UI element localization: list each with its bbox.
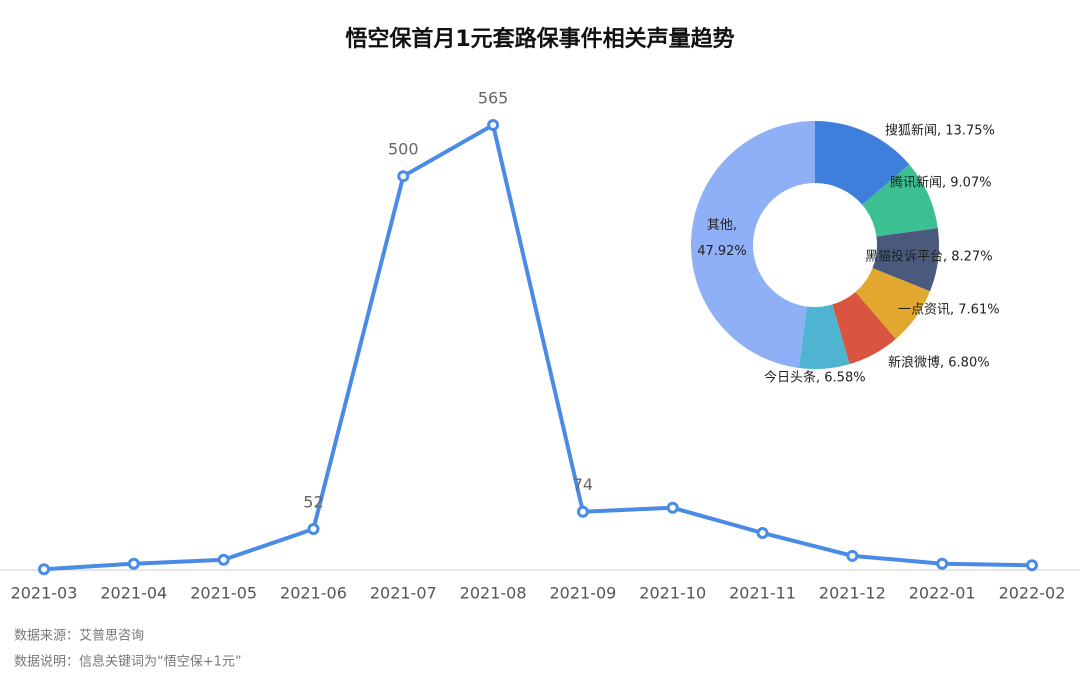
x-tick-label: 2021-06 xyxy=(280,584,347,603)
pie-slice xyxy=(855,268,931,340)
x-tick-label: 2022-01 xyxy=(909,584,976,603)
pie-label: 搜狐新闻, 13.75% xyxy=(885,123,995,139)
pie-slice xyxy=(862,164,938,237)
data-label: 500 xyxy=(388,140,419,159)
x-tick-label: 2021-12 xyxy=(819,584,886,603)
point xyxy=(666,501,679,514)
x-tick-label: 2021-11 xyxy=(729,584,796,603)
x-tick-label: 2021-04 xyxy=(100,584,167,603)
line xyxy=(43,123,1033,572)
x-tick-label: 2021-10 xyxy=(639,584,706,603)
x-tick-label: 2021-03 xyxy=(11,584,78,603)
pie-label: 腾讯新闻, 9.07% xyxy=(890,175,992,191)
point xyxy=(397,170,410,183)
data-label: 52 xyxy=(303,493,323,512)
pie-slice xyxy=(691,121,815,368)
pie-slice xyxy=(872,228,939,292)
pie-slice xyxy=(832,292,896,365)
point xyxy=(756,526,769,539)
point xyxy=(217,553,230,566)
data-note: 数据说明：信息关键词为“悟空保+1元” xyxy=(14,654,242,670)
x-tick-label: 2021-05 xyxy=(190,584,257,603)
point xyxy=(38,563,50,576)
pie-label: 其他, 47.92% xyxy=(697,218,747,259)
point xyxy=(846,549,859,562)
pie-slice xyxy=(798,304,850,369)
x-tick-label: 2021-09 xyxy=(549,584,616,603)
data-label: 74 xyxy=(573,475,593,494)
point xyxy=(576,505,589,518)
pie-label: 黑猫投诉平台, 8.27% xyxy=(865,249,993,265)
data-label: 565 xyxy=(478,89,509,108)
pie-slice xyxy=(815,121,910,205)
source-note: 数据来源：艾普思咨询 xyxy=(14,629,144,644)
pie-label: 新浪微博, 6.80% xyxy=(888,355,990,371)
pie-label: 今日头条, 6.58% xyxy=(764,370,866,386)
point xyxy=(936,557,949,570)
x-tick-label: 2021-08 xyxy=(460,584,527,603)
x-tick-label: 2022-02 xyxy=(999,584,1066,603)
point xyxy=(307,523,320,536)
chart-title: 悟空保首月1元套路保事件相关声量趋势 xyxy=(345,26,734,52)
pie-label: 一点资讯, 7.61% xyxy=(898,303,1000,318)
point xyxy=(1026,559,1038,572)
point xyxy=(127,557,140,570)
x-tick-label: 2021-07 xyxy=(370,584,437,603)
point xyxy=(487,119,500,131)
